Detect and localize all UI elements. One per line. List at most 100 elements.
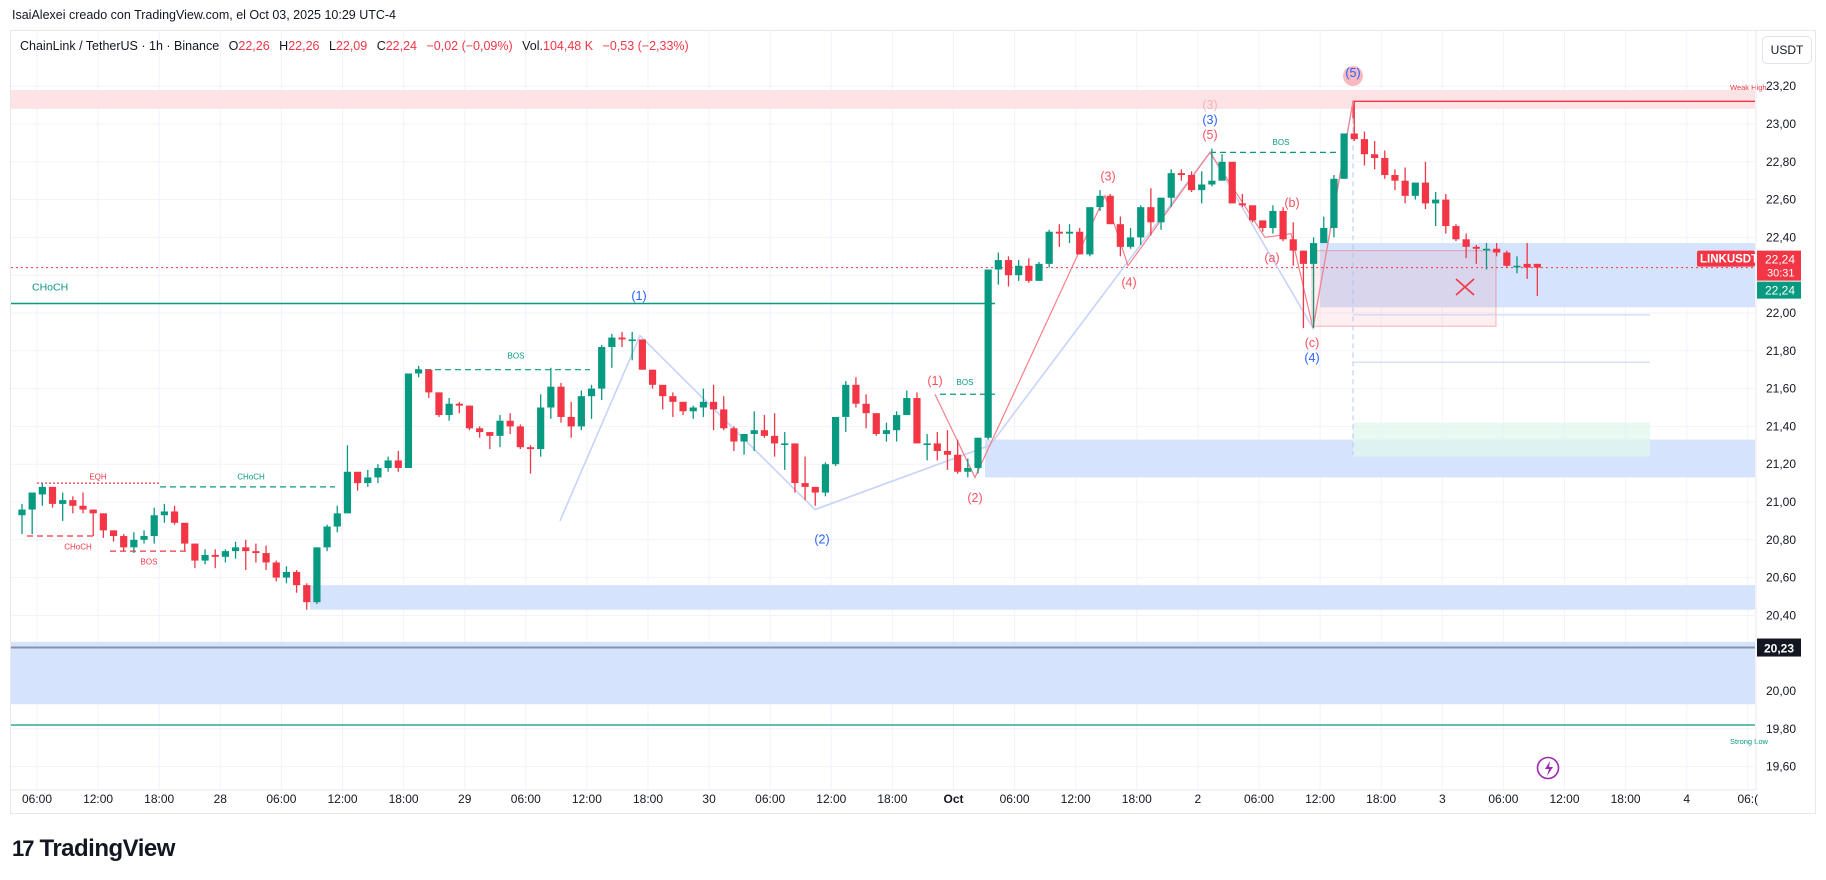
candle bbox=[526, 445, 535, 474]
order-block bbox=[1311, 250, 1497, 327]
price-tick: 20,00 bbox=[1766, 684, 1796, 698]
candle bbox=[1228, 161, 1236, 204]
candle bbox=[99, 513, 107, 538]
candle bbox=[120, 534, 128, 552]
price-tick: 19,80 bbox=[1766, 722, 1796, 736]
symbol-tag-text: LINKUSDT bbox=[1700, 254, 1758, 266]
candle bbox=[923, 433, 931, 461]
symbol-title[interactable]: ChainLink / TetherUS · 1h · Binance bbox=[20, 39, 220, 53]
time-tick: 06:00 bbox=[266, 792, 296, 806]
zone-supply bbox=[11, 89, 1755, 109]
candle bbox=[842, 381, 850, 433]
candle bbox=[811, 486, 819, 506]
candle bbox=[699, 388, 707, 417]
volume-change: −0,53 (−2,33%) bbox=[602, 39, 689, 53]
low-label: L bbox=[328, 39, 336, 53]
candle bbox=[1157, 197, 1165, 230]
candle bbox=[679, 401, 687, 416]
close-label: C bbox=[376, 39, 386, 53]
candle bbox=[618, 331, 626, 348]
wave-label: (a) bbox=[1264, 251, 1279, 265]
time-tick: 06:( bbox=[1737, 792, 1758, 806]
candle bbox=[1187, 171, 1196, 193]
candle bbox=[1025, 258, 1033, 283]
candle bbox=[1116, 216, 1124, 257]
candle bbox=[211, 549, 219, 569]
crosshair-badge bbox=[1757, 638, 1801, 657]
price-tick: 23,00 bbox=[1766, 117, 1796, 131]
candle bbox=[1045, 229, 1053, 268]
wave-label: (2) bbox=[967, 491, 982, 505]
open-label: O bbox=[228, 39, 239, 53]
candle bbox=[1513, 256, 1521, 274]
candle bbox=[760, 415, 769, 438]
wave-label: (b) bbox=[1284, 196, 1299, 210]
candle bbox=[943, 430, 952, 470]
wave-label: (1) bbox=[631, 289, 646, 303]
candle bbox=[628, 331, 636, 361]
high-value: 22,26 bbox=[288, 39, 320, 53]
time-tick: 12:00 bbox=[1305, 792, 1335, 806]
time-tick: 2 bbox=[1195, 792, 1202, 806]
candle bbox=[1076, 227, 1084, 255]
candle bbox=[709, 384, 718, 431]
candle bbox=[181, 522, 189, 552]
wave-label: (3) bbox=[1202, 113, 1217, 127]
time-tick: 18:00 bbox=[1611, 792, 1641, 806]
tradingview-logo[interactable]: 17 TradingView bbox=[12, 835, 175, 863]
time-tick: Oct bbox=[943, 792, 963, 806]
candle bbox=[537, 394, 545, 457]
zone-target bbox=[1353, 422, 1650, 457]
candle bbox=[1279, 207, 1287, 242]
candle bbox=[1269, 205, 1277, 234]
candle bbox=[1442, 193, 1450, 234]
candle bbox=[364, 469, 372, 487]
time-tick: 06:00 bbox=[755, 792, 785, 806]
candle bbox=[496, 415, 504, 448]
price-tick: 19,60 bbox=[1766, 760, 1796, 774]
candle bbox=[781, 432, 789, 470]
high-label: H bbox=[279, 39, 289, 53]
candle bbox=[730, 426, 738, 451]
candle bbox=[18, 503, 26, 535]
candle bbox=[191, 543, 199, 569]
peak-marker-icon[interactable] bbox=[1343, 66, 1363, 86]
candle bbox=[1198, 171, 1206, 204]
candle bbox=[486, 432, 494, 450]
time-tick: 06:00 bbox=[1244, 792, 1274, 806]
candle bbox=[770, 413, 779, 457]
time-tick: 18:00 bbox=[1122, 792, 1152, 806]
wave-label: (3) bbox=[1202, 98, 1217, 112]
candle bbox=[862, 394, 870, 429]
candle bbox=[252, 543, 260, 563]
candle bbox=[415, 365, 423, 378]
candle bbox=[557, 382, 565, 423]
time-tick: 12:00 bbox=[83, 792, 113, 806]
candle bbox=[1391, 169, 1399, 191]
candle bbox=[1137, 205, 1145, 245]
currency-unit-button[interactable]: USDT bbox=[1762, 36, 1812, 64]
candle bbox=[1350, 101, 1358, 142]
wave-label: (4) bbox=[1304, 351, 1319, 365]
candle bbox=[282, 566, 291, 584]
wave-label: (4) bbox=[1121, 276, 1136, 290]
candle bbox=[1432, 192, 1440, 227]
candle bbox=[852, 377, 860, 408]
bid-badge bbox=[1757, 281, 1801, 299]
candle bbox=[791, 443, 799, 493]
candle bbox=[465, 405, 474, 431]
candle bbox=[1208, 148, 1216, 187]
price-tick: 21,80 bbox=[1766, 344, 1796, 358]
candle bbox=[1086, 207, 1094, 257]
smc-label: BOS bbox=[508, 351, 525, 360]
smc-label: BOS bbox=[957, 378, 974, 387]
smc-label: EQH bbox=[89, 472, 107, 481]
time-tick: 06:00 bbox=[22, 792, 52, 806]
invalidation-x-icon bbox=[1455, 278, 1475, 296]
low-value: 22,09 bbox=[335, 39, 368, 53]
candle bbox=[1299, 250, 1308, 329]
last-price-badge bbox=[1757, 250, 1801, 281]
candle bbox=[323, 524, 331, 552]
weak-high-label: Weak High bbox=[1730, 83, 1767, 92]
